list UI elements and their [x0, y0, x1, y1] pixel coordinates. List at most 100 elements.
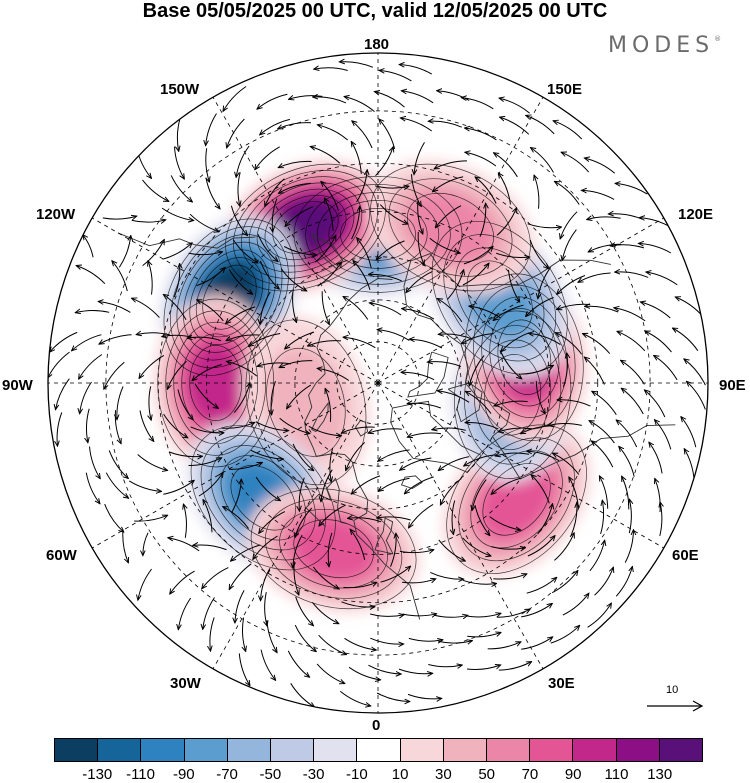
wind-arrow [265, 178, 285, 207]
wind-arrow [339, 62, 374, 68]
wind-arrow [562, 593, 589, 616]
colorbar-tick-label: -70 [216, 766, 238, 783]
wind-arrow [407, 403, 441, 409]
wind-arrow [163, 294, 187, 320]
wind-arrow [163, 413, 188, 438]
wind-arrow [352, 121, 373, 149]
wind-arrow [177, 389, 193, 420]
wind-arrow [553, 121, 583, 140]
wind-arrow [197, 300, 224, 322]
wind-arrow [347, 518, 382, 523]
wind-arrow [654, 355, 678, 381]
wind-arrow [350, 529, 366, 561]
vector-scale-arrow [647, 700, 704, 712]
wind-arrow [283, 246, 317, 256]
wind-arrow [578, 272, 611, 282]
colorbar-swatch [357, 739, 401, 761]
wind-arrow [433, 615, 468, 617]
wind-arrow [351, 475, 381, 494]
wind-arrow [537, 504, 553, 535]
wind-arrow [521, 637, 553, 650]
wind-arrow [461, 333, 494, 344]
wind-arrow [368, 274, 402, 282]
wind-arrow [588, 243, 622, 252]
wind-arrow [407, 432, 442, 437]
wind-arrow [399, 65, 433, 75]
wind-arrow [402, 579, 436, 584]
wind-arrow [295, 507, 313, 537]
wind-arrow [168, 538, 200, 552]
wind-arrow [447, 270, 463, 300]
wind-arrow [398, 668, 433, 674]
wind-arrow [500, 117, 530, 135]
lon-label-60e: 60E [672, 547, 699, 564]
wind-arrow [535, 381, 545, 414]
colorbar-swatch [530, 739, 574, 761]
wind-arrow [645, 331, 672, 353]
wind-arrow [406, 270, 433, 292]
colorbar-tick-label: 70 [521, 766, 539, 783]
wind-arrow [348, 666, 381, 680]
wind-arrow [143, 532, 149, 556]
wind-arrow [402, 309, 435, 320]
brand-text: MODES [608, 33, 715, 58]
wind-arrow [196, 267, 226, 287]
colorbar-swatch [141, 739, 185, 761]
wind-arrow [294, 624, 316, 652]
wind-arrow [265, 591, 267, 626]
wind-arrow [684, 359, 706, 386]
wind-arrow [452, 500, 455, 535]
wind-arrow [226, 334, 260, 341]
wind-arrow [314, 68, 348, 71]
wind-arrow [610, 245, 645, 249]
wind-arrow [438, 641, 472, 643]
wind-arrow [557, 400, 591, 407]
wind-arrow [259, 260, 279, 289]
wind-arrow [192, 364, 222, 381]
wind-arrow [621, 360, 645, 385]
wind-arrow [582, 334, 611, 354]
wind-arrow [615, 183, 648, 195]
wind-arrow [615, 272, 649, 278]
wind-arrow [562, 229, 577, 261]
wind-arrow [290, 683, 315, 707]
wind-arrow [414, 142, 425, 174]
wind-arrow [250, 449, 284, 459]
wind-arrow [638, 243, 672, 254]
wind-arrow [538, 267, 552, 299]
wind-arrow [550, 625, 580, 644]
wind-arrow [640, 302, 671, 319]
wind-arrow [500, 351, 522, 379]
colorbar-swatch [184, 739, 228, 761]
map-border [47, 52, 709, 714]
anomaly-center [187, 421, 340, 574]
wind-arrow [339, 690, 371, 706]
wind-arrow [289, 96, 323, 100]
wind-arrow [233, 383, 250, 413]
wind-arrow [307, 340, 342, 346]
lon-label-0: 0 [372, 717, 381, 734]
wind-arrow [310, 147, 341, 164]
wind-arrow [417, 231, 424, 265]
wind-arrow [80, 381, 92, 414]
wind-arrow [654, 420, 672, 450]
wind-arrow [491, 477, 522, 494]
wind-arrow [614, 308, 646, 322]
wind-arrow [520, 365, 554, 375]
wind-arrow [161, 207, 194, 220]
wind-arrow [526, 577, 557, 594]
wind-arrow [271, 381, 276, 415]
wind-arrow [223, 507, 250, 529]
wind-arrow [475, 177, 497, 204]
wind-arrow [255, 146, 280, 170]
wind-arrow [379, 204, 408, 225]
wind-arrow [118, 235, 131, 268]
wind-arrow [174, 146, 185, 180]
wind-arrow [223, 86, 247, 112]
wind-arrow [112, 261, 128, 292]
wind-arrow [409, 503, 434, 528]
wind-arrow [134, 515, 168, 522]
wind-arrow [438, 539, 466, 561]
wind-arrow [226, 306, 256, 324]
wind-arrow [377, 330, 410, 341]
